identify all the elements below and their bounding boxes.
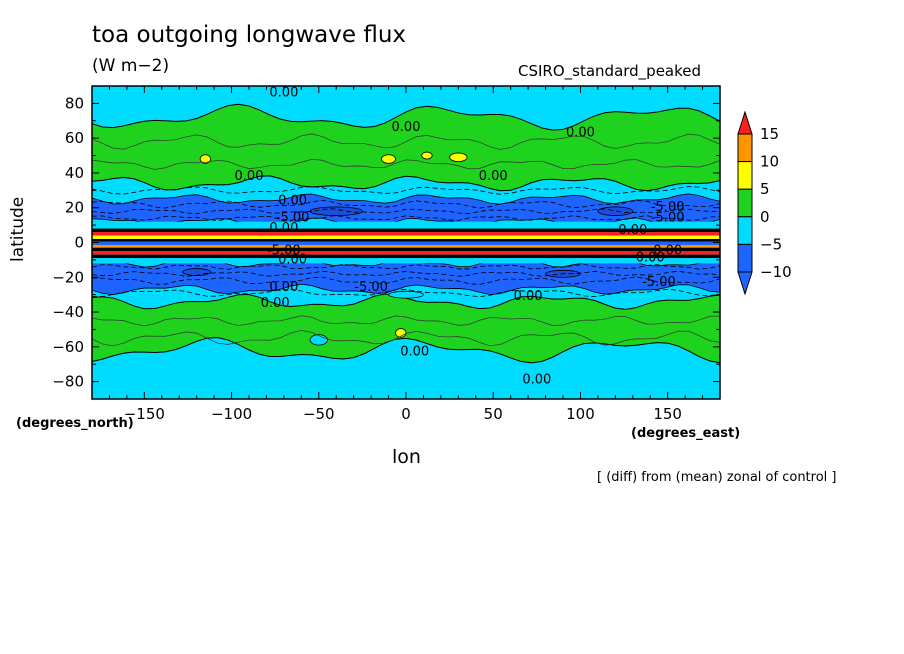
contour-label: 0.00 bbox=[278, 193, 307, 208]
field-blob-0 bbox=[199, 154, 212, 164]
contour-labels: 0.000.00 0.000.00 0.000.00 -5.00-5.00 -5.00-… bbox=[235, 85, 685, 387]
y-tick-label: −20 bbox=[52, 268, 84, 286]
equatorial-strip-0 bbox=[92, 221, 720, 229]
contour-line-dashed-5 bbox=[91, 270, 721, 277]
contour-label: 0.00 bbox=[618, 223, 647, 238]
contour-label: 0.00 bbox=[566, 125, 595, 140]
contour-line-dashed-7 bbox=[91, 288, 721, 298]
contour-lines bbox=[91, 133, 721, 347]
colorbar: 15 10 5 0 −5 −10 bbox=[737, 110, 792, 296]
footnote: [ (diff) from (mean) zonal of control ] bbox=[597, 470, 837, 485]
y-tick-label: −40 bbox=[52, 303, 84, 321]
equatorial-strip-1 bbox=[92, 228, 720, 233]
colorbar-label: −5 bbox=[760, 235, 782, 253]
contour-line-dashed-2 bbox=[91, 208, 721, 215]
contour-label: 0.00 bbox=[514, 289, 543, 304]
colorbar-label: 0 bbox=[760, 208, 770, 226]
x-unit-label: (degrees_east) bbox=[631, 426, 741, 441]
equatorial-strip-5 bbox=[92, 241, 720, 246]
equatorial-strip-7 bbox=[92, 247, 720, 252]
colorbar-box bbox=[737, 243, 753, 273]
y-tick-label: −60 bbox=[52, 338, 84, 356]
y-tick-label: 20 bbox=[65, 199, 84, 217]
contour-label: 0.00 bbox=[235, 169, 264, 184]
x-tick-label: −100 bbox=[211, 405, 252, 423]
equatorial-strip-4 bbox=[92, 239, 720, 242]
contour-label: -5.00 bbox=[642, 275, 676, 290]
field-blob-3 bbox=[421, 151, 433, 160]
x-tick-label: −50 bbox=[303, 405, 335, 423]
contour-label: 0.00 bbox=[278, 252, 307, 267]
contour-line-dashed-1 bbox=[91, 199, 721, 209]
contour-label: -5.00 bbox=[276, 211, 310, 226]
contour-line-solid-0 bbox=[91, 133, 721, 150]
contour-label: 0.00 bbox=[653, 244, 682, 259]
x-axis-ticks: −150 −100 −50 0 50 100 150 bbox=[91, 86, 721, 423]
colorbar-label: 5 bbox=[760, 180, 770, 198]
x-axis-label: lon bbox=[392, 446, 421, 468]
contour-line-dashed-6 bbox=[91, 276, 721, 285]
contour-line-dashed-0 bbox=[91, 186, 721, 195]
chart-units: (W m−2) bbox=[92, 56, 170, 76]
colorbar-label: 15 bbox=[760, 125, 779, 143]
chart-title: toa outgoing longwave flux bbox=[92, 22, 407, 48]
x-tick-label: −150 bbox=[124, 405, 165, 423]
colorbar-label: 10 bbox=[760, 153, 779, 171]
contour-line-solid-2 bbox=[91, 315, 721, 327]
field-blob-8 bbox=[597, 206, 634, 216]
y-tick-label: −80 bbox=[52, 373, 84, 391]
colorbar-max-arrow bbox=[737, 110, 753, 135]
contour-label: -5.00 bbox=[651, 211, 685, 226]
field-blob-5 bbox=[309, 334, 328, 346]
y-unit-label: (degrees_north) bbox=[16, 416, 134, 431]
y-tick-label: 60 bbox=[65, 129, 84, 147]
equatorial-strip-10 bbox=[92, 258, 720, 264]
colorbar-box bbox=[737, 188, 753, 218]
contour-label: 0.00 bbox=[392, 120, 421, 135]
contour-label: -5.00 bbox=[354, 280, 388, 295]
y-axis-ticks: 80 60 40 20 0 −20 −40 −60 −80 bbox=[52, 85, 720, 400]
contour-label: -5.00 bbox=[267, 244, 301, 259]
contour-label: -5.00 bbox=[651, 200, 685, 215]
colorbar-box bbox=[737, 161, 753, 190]
x-tick-label: 50 bbox=[484, 405, 503, 423]
equatorial-strip-2 bbox=[92, 232, 720, 236]
contour-label: 0.00 bbox=[522, 372, 551, 387]
x-tick-label: 150 bbox=[653, 405, 682, 423]
y-tick-label: 40 bbox=[65, 164, 84, 182]
field-blob-2 bbox=[449, 152, 468, 163]
colorbar-label: −10 bbox=[760, 263, 792, 281]
contour-label: 0.00 bbox=[269, 85, 298, 100]
field-blob-6 bbox=[388, 290, 424, 299]
model-label: CSIRO_standard_peaked bbox=[518, 62, 702, 80]
contour-label: 0.00 bbox=[636, 251, 665, 266]
contour-label: 0.00 bbox=[261, 296, 290, 311]
contour-line-dashed-3 bbox=[91, 215, 721, 222]
plot-area bbox=[91, 86, 721, 399]
contour-label: 0.00 bbox=[479, 169, 508, 184]
contour-line-dashed-4 bbox=[91, 263, 721, 270]
field-blob-7 bbox=[182, 268, 212, 276]
y-tick-label: 80 bbox=[65, 94, 84, 112]
equatorial-strip-8 bbox=[92, 251, 720, 255]
equatorial-strip-9 bbox=[92, 254, 720, 259]
contour-line-solid-3 bbox=[91, 329, 721, 347]
x-tick-label: 0 bbox=[401, 405, 411, 423]
field-blob-1 bbox=[381, 154, 396, 164]
colorbar-min-arrow bbox=[737, 271, 753, 296]
contour-label: 0.00 bbox=[269, 280, 298, 295]
equatorial-strip-6 bbox=[92, 245, 720, 248]
colorbar-box bbox=[737, 133, 753, 163]
colorbar-box bbox=[737, 216, 753, 245]
contour-label: 0.00 bbox=[400, 345, 429, 360]
equatorial-strip-3 bbox=[92, 235, 720, 240]
contour-line-solid-1 bbox=[91, 158, 721, 170]
contour-label: 0.00 bbox=[269, 221, 298, 236]
x-tick-label: 100 bbox=[566, 405, 595, 423]
field-blob-9 bbox=[309, 206, 363, 216]
y-tick-label: 0 bbox=[74, 234, 84, 252]
